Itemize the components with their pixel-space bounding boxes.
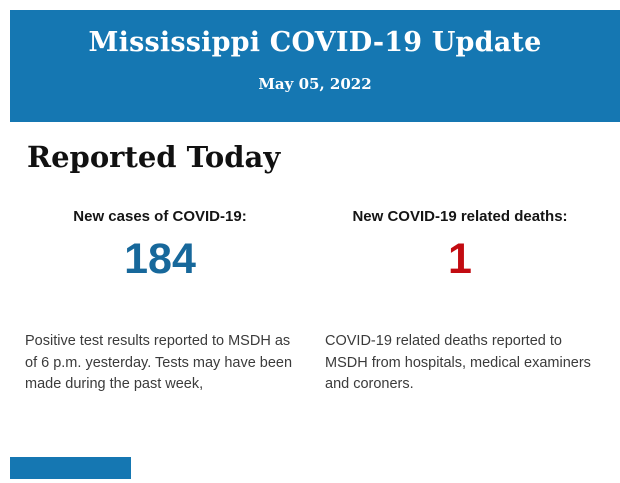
newsletter-date: May 05, 2022 [258, 75, 372, 93]
stat-value-new-deaths: 1 [448, 235, 472, 283]
stat-description-new-cases: Positive test results reported to MSDH a… [25, 333, 293, 392]
section-heading: Reported Today [27, 140, 281, 174]
stat-card-new-deaths: New COVID-19 related deaths: 1 COVID-19 … [325, 208, 595, 396]
footer-partial-blue-block [10, 457, 131, 479]
stat-value-new-cases: 184 [124, 235, 196, 283]
stat-label-new-cases: New cases of COVID-19: [73, 208, 247, 225]
stat-card-new-cases: New cases of COVID-19: 184 Positive test… [25, 208, 295, 396]
stat-description-new-deaths: COVID-19 related deaths reported to MSDH… [325, 333, 591, 392]
stats-row: New cases of COVID-19: 184 Positive test… [25, 208, 595, 396]
stat-label-new-deaths: New COVID-19 related deaths: [352, 208, 568, 225]
newsletter-title: Mississippi COVID-19 Update [88, 27, 542, 58]
newsletter-header: Mississippi COVID-19 Update May 05, 2022 [10, 10, 620, 122]
